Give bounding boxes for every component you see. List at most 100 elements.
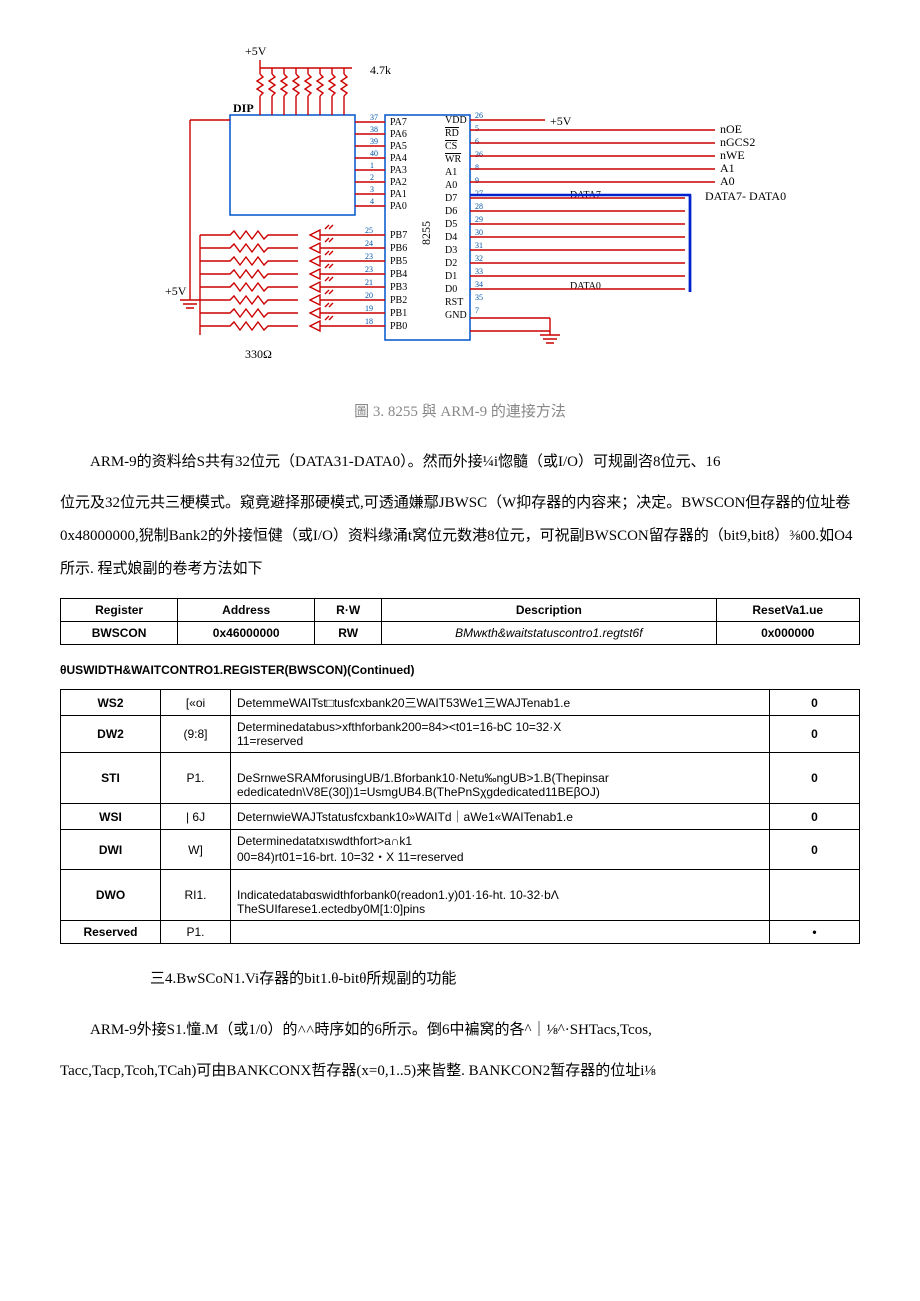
table-row: DWORI1. Indicatedatabαswidthforbank0(rea… xyxy=(61,870,860,921)
svg-text:5: 5 xyxy=(475,124,479,133)
svg-text:PA1: PA1 xyxy=(390,189,407,200)
t2-label: Reserved xyxy=(61,921,161,944)
t2-reset: 0 xyxy=(770,830,860,870)
svg-text:GND: GND xyxy=(445,310,467,321)
t1-c-desc: BMwκth&waitstatuscontro1.regtst6f xyxy=(382,622,716,645)
svg-text:9: 9 xyxy=(475,176,479,185)
svg-text:18: 18 xyxy=(365,317,373,326)
svg-text:7: 7 xyxy=(475,306,479,315)
para-3: 三4.BwSCoN1.Vi存器的bit1.θ-bitθ所规副的功能 xyxy=(60,964,860,994)
svg-text:PB7: PB7 xyxy=(390,230,407,241)
table-row: STIP1. DeSrnweSRAMforusingUB/1.Bforbank1… xyxy=(61,753,860,804)
svg-text:PA3: PA3 xyxy=(390,165,407,176)
res-left-label: 330Ω xyxy=(245,347,272,361)
svg-text:PB0: PB0 xyxy=(390,321,407,332)
vcc-pb-label: +5V xyxy=(165,284,187,298)
svg-text:D3: D3 xyxy=(445,245,457,256)
t2-desc: DeSrnweSRAMforusingUB/1.Bforbank10·Netu‰… xyxy=(231,753,770,804)
table-row: DWIW]Determinedatatxıswdthfort>a∩k1 00=8… xyxy=(61,830,860,870)
svg-text:37: 37 xyxy=(370,113,378,122)
t2-reset: 0 xyxy=(770,753,860,804)
svg-text:VDD: VDD xyxy=(445,115,467,126)
vcc-right-label: +5V xyxy=(550,114,572,128)
t2-bits: (9:8] xyxy=(161,716,231,753)
svg-text:24: 24 xyxy=(365,239,373,248)
svg-text:1: 1 xyxy=(370,161,374,170)
t2-reset: 0 xyxy=(770,690,860,716)
t2-bits: W] xyxy=(161,830,231,870)
t2-reset: 0 xyxy=(770,716,860,753)
a0-label: A0 xyxy=(720,174,735,188)
svg-text:PA4: PA4 xyxy=(390,153,407,164)
svg-text:34: 34 xyxy=(475,280,483,289)
pb-bank: 25PB724PB623PB523PB421PB320PB219PB118PB0 xyxy=(200,225,407,335)
table2-header: θUSWIDTH&WAITCONTRO1.REGISTER(BWSCON)(Co… xyxy=(60,663,860,677)
svg-text:D4: D4 xyxy=(445,232,457,243)
svg-text:23: 23 xyxy=(365,265,373,274)
t1-c-rw: RW xyxy=(315,622,382,645)
svg-text:PA5: PA5 xyxy=(390,141,407,152)
t2-desc xyxy=(231,921,770,944)
t2-reset: • xyxy=(770,921,860,944)
vcc-left-label: +5V xyxy=(245,44,267,58)
svg-text:PB1: PB1 xyxy=(390,308,407,319)
data-stubs xyxy=(470,198,685,289)
t2-desc: Determinedatatxıswdthfort>a∩k1 00=84)rt0… xyxy=(231,830,770,870)
t2-label: DW2 xyxy=(61,716,161,753)
t2-label: DWO xyxy=(61,870,161,921)
bus-d0-label: DATA0 xyxy=(570,281,601,292)
svg-text:D2: D2 xyxy=(445,258,457,269)
t2-label: WS2 xyxy=(61,690,161,716)
svg-text:3: 3 xyxy=(370,185,374,194)
dip-box xyxy=(230,115,355,215)
svg-text:WR: WR xyxy=(445,154,461,165)
svg-text:40: 40 xyxy=(370,149,378,158)
svg-text:D1: D1 xyxy=(445,271,457,282)
t2-reset: 0 xyxy=(770,804,860,830)
svg-text:D7: D7 xyxy=(445,193,457,204)
svg-text:36: 36 xyxy=(475,150,483,159)
para-4: ARM-9外接S1.憧.M（或1/0）的˄˄時序如的6所示。倒6中褊窝的各^｜⅛… xyxy=(60,1014,860,1047)
svg-text:28: 28 xyxy=(475,202,483,211)
svg-text:A0: A0 xyxy=(445,180,457,191)
circuit-diagram: +5V 4.7k DIP 8255 xyxy=(60,40,860,390)
t1-c-register: BWSCON xyxy=(61,622,178,645)
para-5: Tacc,Tacp,Tcoh,TCah)可由BANKCONX哲存器(x=0,1.… xyxy=(60,1055,860,1088)
diagram-caption: 圖 3. 8255 與 ARM-9 的連接方法 xyxy=(60,400,860,421)
svg-text:29: 29 xyxy=(475,215,483,224)
svg-text:33: 33 xyxy=(475,267,483,276)
svg-text:RD: RD xyxy=(445,128,459,139)
t1-c-address: 0x46000000 xyxy=(178,622,315,645)
dip-label: DIP xyxy=(233,101,254,115)
svg-text:32: 32 xyxy=(475,254,483,263)
t2-desc: Determinedatabus>xfthforbank200=84><t01=… xyxy=(231,716,770,753)
t2-bits: P1. xyxy=(161,921,231,944)
svg-text:25: 25 xyxy=(365,226,373,235)
svg-text:PB4: PB4 xyxy=(390,269,407,280)
svg-text:30: 30 xyxy=(475,228,483,237)
para-2: 位元及32位元共三梗模式。窥竟避择那硬模式,可透通嫌鄢JBWSC（W抑存器的内容… xyxy=(60,487,860,586)
svg-text:2: 2 xyxy=(370,173,374,182)
svg-text:26: 26 xyxy=(475,111,483,120)
t2-bits: [«oi xyxy=(161,690,231,716)
svg-text:38: 38 xyxy=(370,125,378,134)
svg-text:27: 27 xyxy=(475,189,483,198)
svg-text:4: 4 xyxy=(370,197,374,206)
svg-text:39: 39 xyxy=(370,137,378,146)
a1-label: A1 xyxy=(720,161,735,175)
table-row: WSI| 6JDeternwieWAJTstatusfcxbank10»WAIT… xyxy=(61,804,860,830)
svg-text:D0: D0 xyxy=(445,284,457,295)
svg-text:PB2: PB2 xyxy=(390,295,407,306)
t2-label: WSI xyxy=(61,804,161,830)
t2-desc: DetemmeWAITst□tusfcxbank20三WAIT53We1三WAJ… xyxy=(231,690,770,716)
left-pins: 37PA738PA639PA540PA41PA32PA23PA14PA0 xyxy=(355,113,407,212)
bwscon-table: WS2[«oiDetemmeWAITst□tusfcxbank20三WAIT53… xyxy=(60,689,860,944)
svg-text:35: 35 xyxy=(475,293,483,302)
svg-text:A1: A1 xyxy=(445,167,457,178)
t1-h-reset: ResetVa1.ue xyxy=(716,599,859,622)
data-label: DATA7- DATA0 xyxy=(705,189,786,203)
ngcs2-label: nGCS2 xyxy=(720,135,755,149)
svg-text:CS: CS xyxy=(445,141,457,152)
svg-text:D6: D6 xyxy=(445,206,457,217)
nwe-label: nWE xyxy=(720,148,745,162)
